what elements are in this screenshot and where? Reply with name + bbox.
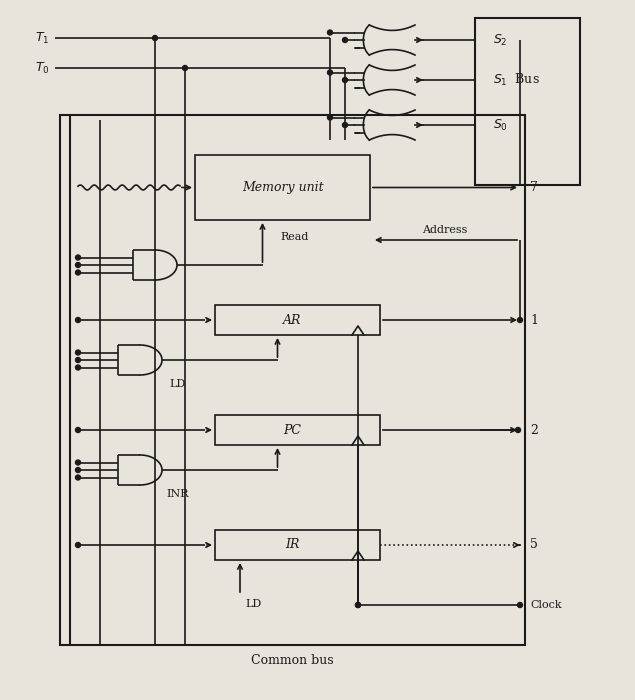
Circle shape [76, 428, 81, 433]
Text: LD: LD [170, 379, 185, 389]
Circle shape [342, 122, 347, 127]
Circle shape [328, 70, 333, 75]
Text: LD: LD [245, 599, 261, 609]
Text: 2: 2 [530, 424, 538, 437]
Circle shape [516, 428, 521, 433]
Circle shape [342, 38, 347, 43]
Circle shape [76, 318, 81, 323]
Bar [215, 415, 380, 445]
Circle shape [342, 78, 347, 83]
Text: IR: IR [285, 538, 300, 552]
Text: Memory unit: Memory unit [242, 181, 323, 194]
Text: 7: 7 [530, 181, 538, 194]
Bar [195, 155, 370, 220]
Text: $T_0$: $T_0$ [35, 60, 50, 76]
Circle shape [76, 255, 81, 260]
Circle shape [76, 460, 81, 465]
Bar [215, 530, 380, 560]
Bar [60, 115, 525, 645]
Circle shape [76, 262, 81, 267]
Circle shape [356, 603, 361, 608]
Circle shape [76, 270, 81, 275]
Text: 1: 1 [530, 314, 538, 326]
Text: AR: AR [283, 314, 302, 326]
Text: $S_2$: $S_2$ [493, 32, 507, 48]
Text: Common bus: Common bus [251, 654, 334, 668]
Text: Clock: Clock [530, 600, 561, 610]
Circle shape [152, 36, 157, 41]
Circle shape [518, 603, 523, 608]
Circle shape [328, 30, 333, 35]
Circle shape [76, 358, 81, 363]
Text: $T_1$: $T_1$ [35, 31, 50, 46]
Bar [215, 305, 380, 335]
Text: Read: Read [281, 232, 309, 242]
Circle shape [518, 318, 523, 323]
Circle shape [76, 350, 81, 355]
Text: PC: PC [283, 424, 302, 437]
Circle shape [182, 66, 187, 71]
Text: $S_0$: $S_0$ [493, 118, 508, 132]
Text: 5: 5 [530, 538, 538, 552]
Circle shape [76, 365, 81, 370]
Bar [475, 18, 580, 185]
Circle shape [76, 475, 81, 480]
Text: INR: INR [166, 489, 189, 499]
Circle shape [76, 542, 81, 547]
Circle shape [356, 603, 361, 608]
Circle shape [328, 115, 333, 120]
Text: $S_1$  Bus: $S_1$ Bus [493, 72, 540, 88]
Circle shape [76, 468, 81, 472]
Text: Address: Address [422, 225, 468, 235]
